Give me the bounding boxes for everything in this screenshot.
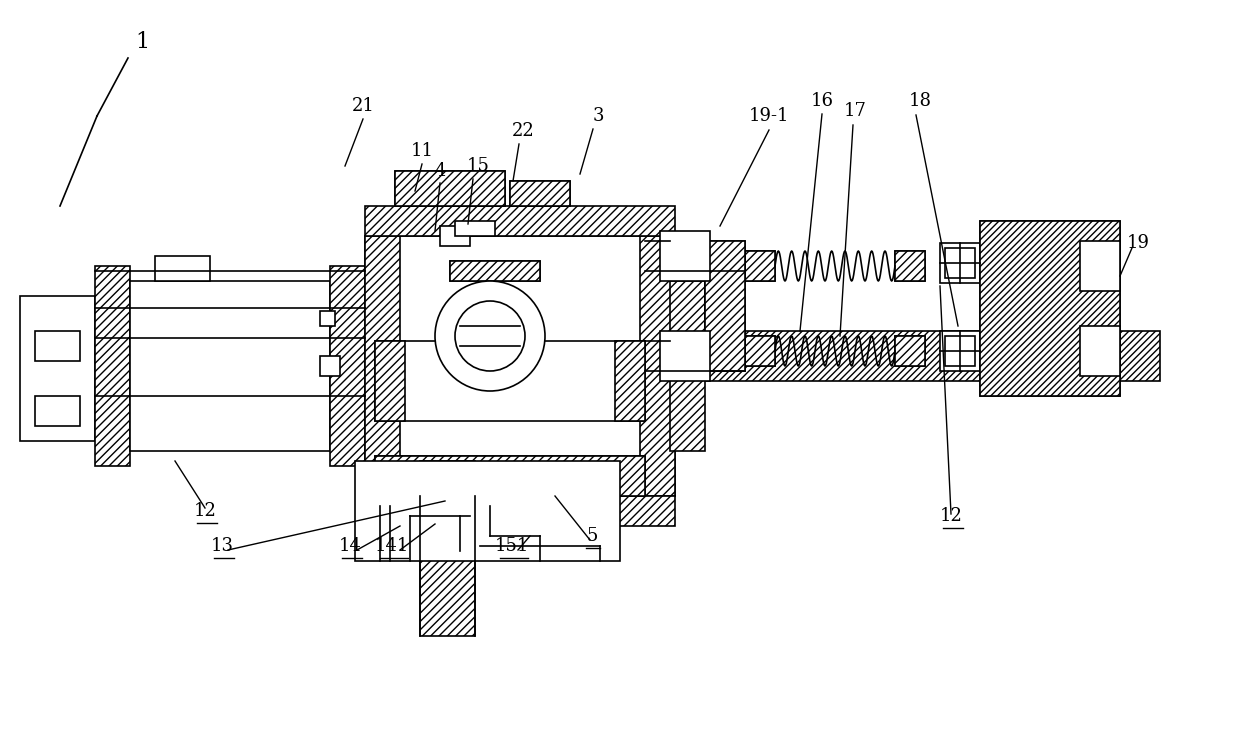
Bar <box>745 336 775 366</box>
Bar <box>374 341 645 421</box>
Bar <box>365 236 675 496</box>
Text: 19: 19 <box>1126 234 1149 252</box>
Text: 17: 17 <box>843 102 867 120</box>
Bar <box>355 461 620 561</box>
Bar <box>374 456 645 496</box>
Text: 12: 12 <box>940 507 962 525</box>
Text: 1: 1 <box>135 31 149 53</box>
Bar <box>660 331 711 381</box>
Bar <box>895 251 925 281</box>
Bar <box>745 336 775 366</box>
Bar <box>35 396 81 426</box>
Bar <box>640 236 675 496</box>
Text: 3: 3 <box>593 107 604 125</box>
Bar <box>945 248 975 278</box>
Bar <box>440 226 470 246</box>
Bar <box>670 281 706 451</box>
Bar <box>130 281 330 451</box>
Bar <box>980 221 1120 396</box>
Text: 151: 151 <box>495 537 529 555</box>
Bar <box>745 251 775 281</box>
Text: 141: 141 <box>374 537 409 555</box>
Bar <box>365 496 675 526</box>
Bar <box>35 331 81 361</box>
Bar <box>330 266 365 466</box>
Text: 15: 15 <box>466 157 490 175</box>
Bar <box>365 236 401 496</box>
Bar <box>374 341 405 421</box>
Text: 4: 4 <box>434 162 445 180</box>
Bar <box>980 221 1120 396</box>
Bar <box>95 266 130 466</box>
Bar <box>670 331 1159 381</box>
Bar <box>895 336 925 366</box>
Bar <box>374 456 645 496</box>
Text: 12: 12 <box>193 502 217 520</box>
Text: 5: 5 <box>587 527 598 545</box>
Bar <box>895 336 925 366</box>
Bar <box>660 231 711 281</box>
Bar <box>450 261 539 281</box>
Bar <box>510 181 570 206</box>
Bar <box>745 251 775 281</box>
Text: 16: 16 <box>811 92 833 110</box>
Text: 18: 18 <box>909 92 931 110</box>
Bar <box>615 341 645 421</box>
Bar <box>940 243 980 283</box>
Bar <box>450 261 539 281</box>
Bar <box>320 311 335 326</box>
Bar <box>155 256 210 281</box>
Bar <box>706 241 745 371</box>
Text: 22: 22 <box>512 122 534 140</box>
Bar <box>706 241 745 371</box>
Bar <box>396 171 505 206</box>
Bar <box>895 251 925 281</box>
Text: 13: 13 <box>211 537 233 555</box>
Bar <box>420 461 475 636</box>
Text: 11: 11 <box>410 142 434 160</box>
Text: 21: 21 <box>352 97 374 115</box>
Bar <box>1080 326 1120 376</box>
Bar <box>320 356 340 376</box>
Text: 14: 14 <box>339 537 361 555</box>
Bar <box>396 171 505 206</box>
Bar <box>455 221 495 236</box>
Circle shape <box>435 281 546 391</box>
Bar <box>945 336 975 366</box>
Bar <box>20 296 95 441</box>
Bar <box>940 331 980 371</box>
Bar <box>1080 241 1120 291</box>
Bar <box>365 206 675 236</box>
Bar <box>510 181 570 206</box>
Text: 19-1: 19-1 <box>749 107 789 125</box>
